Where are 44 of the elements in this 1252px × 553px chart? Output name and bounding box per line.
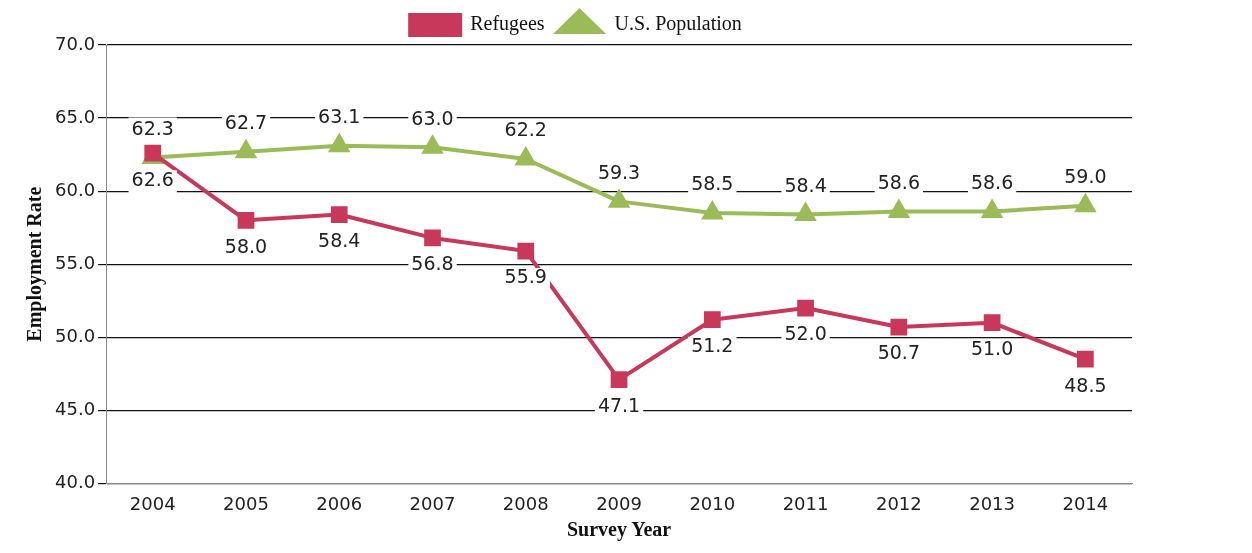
x-tick-label: 2010 — [689, 492, 736, 514]
data-label: 56.8 — [411, 252, 454, 275]
data-label: 58.6 — [877, 171, 920, 194]
data-label: 62.2 — [504, 118, 547, 141]
y-tick-label: 55.0 — [55, 251, 96, 273]
y-tick-label: 60.0 — [55, 178, 96, 200]
data-label: 58.4 — [784, 173, 827, 196]
y-axis-title: Employment Rate — [23, 186, 47, 342]
x-axis-title: Survey Year — [566, 518, 672, 542]
x-tick-label: 2008 — [502, 492, 549, 514]
x-tick-label: 2009 — [596, 492, 642, 514]
data-label: 52.0 — [784, 322, 827, 345]
y-tick-label: 65.0 — [55, 105, 96, 127]
data-label: 58.4 — [318, 228, 361, 251]
y-tick-label: 40.0 — [55, 471, 96, 493]
data-label: 59.0 — [1064, 165, 1107, 188]
y-tick-label: 70.0 — [55, 32, 96, 54]
data-label: 58.6 — [970, 171, 1014, 194]
data-label: 50.7 — [877, 341, 920, 364]
x-tick-label: 2005 — [223, 492, 269, 514]
data-label: 51.0 — [970, 337, 1014, 360]
x-tick-label: 2006 — [316, 492, 363, 514]
legend-label: Refugees — [470, 12, 545, 36]
x-tick-label: 2014 — [1062, 492, 1109, 514]
data-label: 51.2 — [691, 334, 734, 357]
y-tick-label: 45.0 — [55, 398, 96, 420]
data-label: 62.3 — [131, 116, 174, 139]
y-tick-label: 50.0 — [55, 324, 96, 346]
x-tick-label: 2013 — [969, 492, 1016, 514]
data-label: 59.3 — [597, 160, 641, 183]
data-label: 58.5 — [691, 172, 734, 195]
data-label: 63.1 — [318, 105, 361, 128]
x-tick-label: 2004 — [129, 492, 176, 514]
legend-label: U.S. Population — [614, 12, 742, 36]
x-tick-label: 2012 — [875, 492, 922, 514]
data-label: 55.9 — [504, 265, 547, 288]
data-label: 62.6 — [131, 167, 174, 190]
x-tick-label: 2007 — [409, 492, 456, 514]
data-label: 62.7 — [224, 111, 268, 134]
x-tick-label: 2011 — [782, 492, 829, 514]
data-label: 48.5 — [1064, 373, 1107, 396]
data-label: 63.0 — [411, 106, 454, 129]
data-label: 47.1 — [597, 394, 641, 417]
data-label: 58.0 — [224, 234, 268, 257]
